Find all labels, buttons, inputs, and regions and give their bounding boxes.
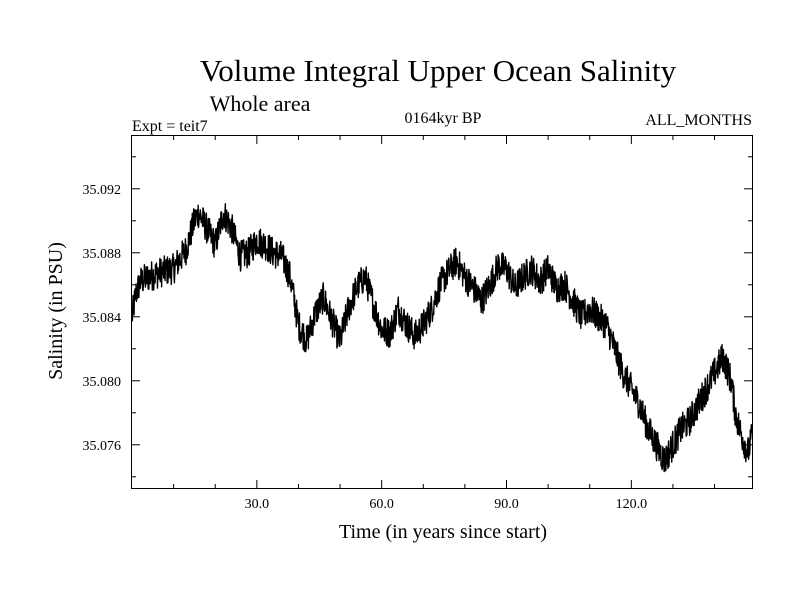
y-tick-label: 35.084 bbox=[83, 311, 122, 326]
x-tick-label: 90.0 bbox=[494, 497, 519, 512]
y-axis-label: Salinity (in PSU) bbox=[45, 242, 67, 380]
y-tick-label: 35.076 bbox=[83, 439, 122, 454]
y-tick-label: 35.080 bbox=[83, 375, 122, 390]
x-tick-label: 30.0 bbox=[245, 497, 270, 512]
data-layer bbox=[131, 203, 753, 473]
ticks-layer: 30.0 60.0 90.0 120.0 35.076 35.080 35.084 35.08… bbox=[83, 136, 752, 512]
x-tick-label: 120.0 bbox=[616, 497, 648, 512]
months-label: ALL_MONTHS bbox=[645, 112, 752, 129]
experiment-label: Expt = teit7 bbox=[132, 118, 208, 135]
period-label: 0164kyr BP bbox=[405, 110, 482, 127]
chart-subtitle: Whole area bbox=[210, 91, 311, 116]
plot-frame bbox=[131, 135, 753, 489]
chart-title: Volume Integral Upper Ocean Salinity bbox=[200, 53, 677, 88]
salinity-series-line bbox=[131, 203, 753, 473]
y-tick-label: 35.092 bbox=[83, 183, 122, 198]
x-axis-label: Time (in years since start) bbox=[339, 521, 547, 543]
y-tick-label: 35.088 bbox=[83, 247, 122, 262]
x-tick-label: 60.0 bbox=[369, 497, 394, 512]
